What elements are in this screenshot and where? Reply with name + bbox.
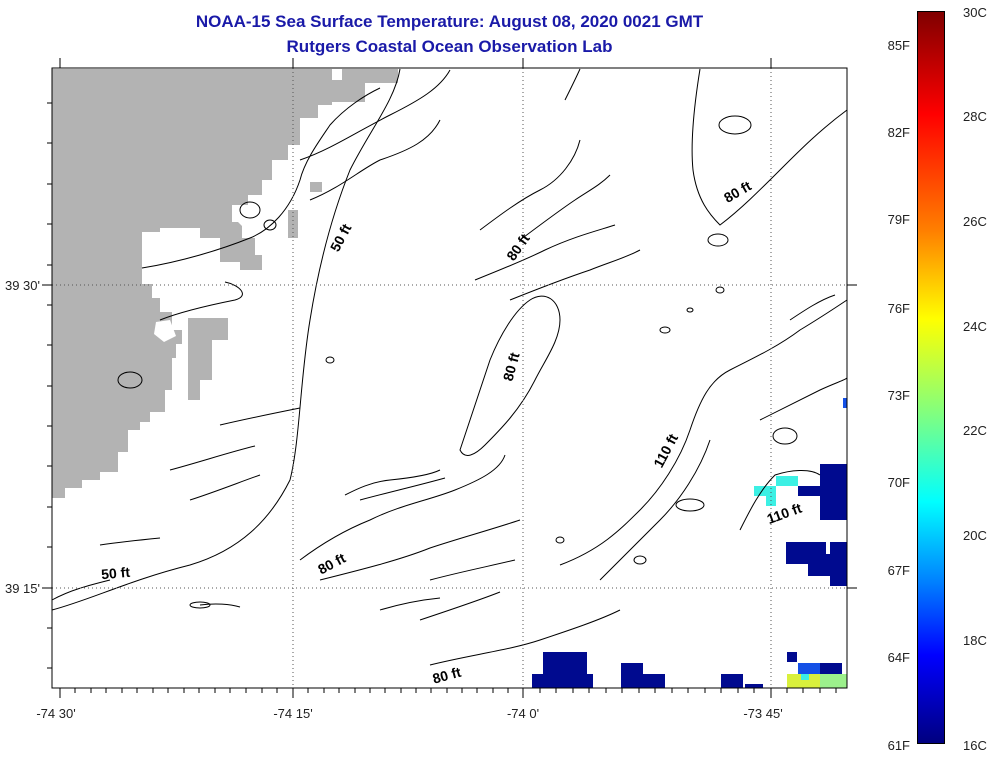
colorbar-f-label: 73F [887,388,910,403]
land-patch [95,330,142,380]
colorbar-c-label: 30C [963,5,987,20]
colorbar-f-label: 67F [887,563,910,578]
lagoon [236,210,255,228]
colorbar-f-label: 64F [887,650,910,665]
lagoon [154,320,176,342]
map-title: NOAA-15 Sea Surface Temperature: August … [195,12,704,31]
land-patch [188,318,228,400]
colorbar-c-label: 16C [963,738,987,753]
colorbar-f-label: 61F [887,738,910,753]
lon-label: -73 45' [743,706,782,721]
lon-label: -74 30' [36,706,75,721]
colorbar-c-label: 26C [963,214,987,229]
colorbar-c-label: 28C [963,109,987,124]
colorbar-f-label: 70F [887,475,910,490]
minor-tick-marks [47,102,837,693]
tick-marks [42,58,857,698]
plot-frame [51,67,848,689]
lon-label: -74 15' [273,706,312,721]
contour-label: 80 ft [500,350,523,382]
lat-label: 39 30' [5,278,40,293]
color-scale-bar [917,11,945,744]
colorbar-f-label: 76F [887,301,910,316]
lon-label: -74 0' [507,706,539,721]
colorbar-c-label: 24C [963,319,987,334]
land-mass [52,69,398,498]
colorbar-f-label: 79F [887,212,910,227]
colorbar-c-label: 18C [963,633,987,648]
lat-label: 39 15' [5,581,40,596]
colorbar-f-label: 85F [887,38,910,53]
colorbar-c-label: 20C [963,528,987,543]
depth-contours [51,68,848,666]
contour-label: 80 ft [431,664,463,687]
colorbar-f-label: 82F [887,125,910,140]
depth-contour-rings [117,115,798,609]
colorbar-c-label: 22C [963,423,987,438]
land-patch [310,182,322,192]
map-subtitle: Rutgers Coastal Ocean Observation Lab [286,37,613,56]
sst-pixels [532,398,847,688]
contour-label: 50 ft [101,564,131,582]
graticule [52,68,847,688]
